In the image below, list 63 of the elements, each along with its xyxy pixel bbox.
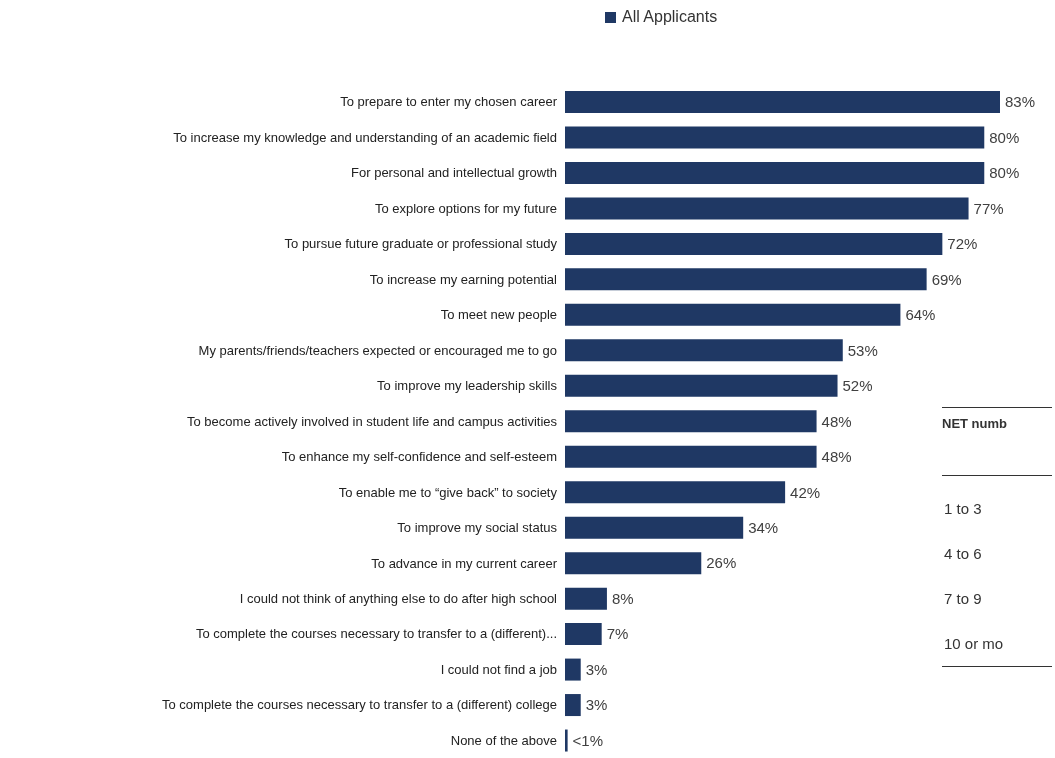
bar — [565, 694, 581, 717]
data-label: 53% — [847, 341, 878, 359]
data-label: 3% — [585, 660, 608, 678]
data-label: 83% — [1005, 93, 1036, 111]
data-label: 52% — [842, 377, 873, 395]
data-label: <1% — [572, 731, 604, 749]
y-tick-label: To increase my earning potential — [369, 271, 558, 287]
annotation: 1 to 3 — [943, 499, 983, 519]
bar — [565, 91, 1000, 113]
bar — [565, 445, 817, 468]
y-tick-label: None of the above — [450, 732, 557, 748]
data-label: 8% — [611, 589, 634, 607]
data-label: 48% — [821, 448, 852, 466]
data-label: 77% — [973, 199, 1004, 217]
bar — [565, 197, 969, 220]
y-tick-label: To enhance my self-confidence and self-esteem — [281, 449, 557, 465]
data-label: 7% — [606, 625, 629, 643]
y-tick-label: I could not think of anything else to do after high school — [239, 590, 558, 606]
annotation: 7 to 9 — [943, 589, 983, 609]
y-tick-label: To complete the courses necessary to transfer to a (different)... — [195, 626, 557, 642]
bar — [565, 623, 602, 646]
bar — [565, 161, 985, 184]
data-label: 26% — [706, 554, 737, 572]
bar — [565, 481, 786, 504]
data-label: 69% — [931, 270, 962, 288]
bar — [565, 410, 817, 433]
y-tick-label: To pursue future graduate or professional study — [284, 236, 558, 252]
bar — [565, 552, 702, 575]
y-tick-label: To advance in my current career — [371, 555, 558, 571]
bar — [565, 268, 927, 291]
data-label: 48% — [821, 412, 852, 430]
data-label: 34% — [748, 519, 779, 537]
y-tick-label: For personal and intellectual growth — [351, 165, 557, 181]
y-tick-label: To improve my leadership skills — [377, 378, 558, 394]
bar — [565, 658, 581, 681]
y-tick-label: I could not find a job — [440, 661, 557, 677]
y-tick-label: To prepare to enter my chosen career — [340, 94, 558, 110]
bar — [565, 516, 744, 539]
y-tick-label: To complete the courses necessary to transfer to a (different) college — [161, 697, 557, 713]
data-label: 42% — [790, 483, 821, 501]
y-tick-label: My parents/friends/teachers expected or encouraged me to go — [198, 342, 557, 358]
y-tick-label: To increase my knowledge and understanding of an academic field — [173, 129, 557, 145]
y-tick-label: To enable me to “give back” to society — [338, 484, 558, 500]
legend-label: All Applicants — [621, 8, 718, 26]
annotation: 4 to 6 — [943, 544, 983, 564]
data-label: 3% — [585, 696, 608, 714]
data-label: 72% — [947, 235, 978, 253]
data-label: 64% — [905, 306, 936, 324]
bar — [565, 339, 843, 362]
y-tick-label: To become actively involved in student life and campus activities — [187, 413, 558, 429]
bar — [565, 303, 901, 326]
y-tick-label: To meet new people — [440, 307, 557, 323]
data-label: 80% — [989, 128, 1020, 146]
annotation: 10 or mo — [942, 621, 1052, 667]
y-tick-label: To explore options for my future — [374, 200, 557, 216]
bar — [565, 587, 607, 610]
bar — [565, 126, 985, 149]
bar — [565, 232, 943, 255]
annotation: NET numb — [942, 407, 1052, 476]
bar — [565, 374, 838, 397]
bar — [565, 729, 568, 752]
y-tick-label: To improve my social status — [397, 520, 558, 536]
data-label: 80% — [989, 164, 1020, 182]
